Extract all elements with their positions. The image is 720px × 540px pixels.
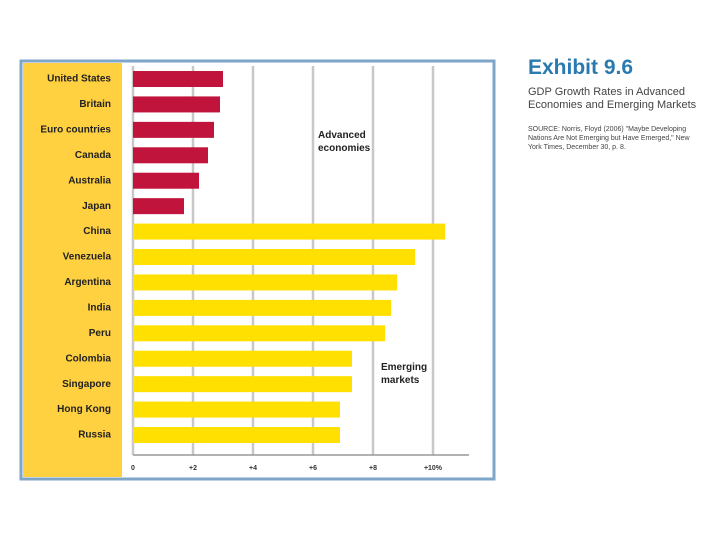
bar	[133, 401, 340, 418]
y-tick-label: Venezuela	[63, 252, 112, 263]
chart-subtitle: GDP Growth Rates in Advanced Economies a…	[528, 86, 697, 111]
y-tick-label: Russia	[78, 430, 111, 441]
y-tick-label: Argentina	[64, 277, 111, 288]
bar	[133, 249, 415, 266]
chart-title: Exhibit 9.6	[528, 56, 634, 79]
bar	[133, 350, 352, 367]
y-tick-label: Singapore	[62, 379, 111, 390]
annotation: Emerging markets	[381, 362, 428, 386]
y-tick-label: Euro countries	[40, 125, 111, 136]
x-tick-label: +4	[249, 465, 257, 472]
x-tick-label: 0	[131, 465, 135, 472]
y-tick-label: Hong Kong	[57, 404, 111, 415]
bar	[133, 427, 340, 444]
bar	[133, 325, 385, 342]
bar	[133, 96, 220, 113]
bar	[133, 172, 199, 189]
x-tick-label: +8	[369, 465, 377, 472]
bar	[133, 147, 208, 164]
bar	[133, 121, 214, 138]
y-tick-label: Australia	[68, 175, 111, 186]
y-tick-label: Britain	[79, 99, 111, 110]
bar	[133, 198, 184, 215]
y-tick-label: Colombia	[65, 353, 111, 364]
bar	[133, 376, 352, 393]
y-tick-label: Peru	[89, 328, 111, 339]
label-panel	[23, 63, 122, 477]
x-tick-label: +10%	[424, 465, 443, 472]
bar	[133, 223, 445, 240]
y-tick-label: United States	[47, 74, 111, 85]
source-note: SOURCE: Norris, Floyd (2006) "Maybe Deve…	[528, 126, 690, 151]
x-tick-label: +6	[309, 465, 317, 472]
y-tick-label: China	[83, 226, 111, 237]
y-tick-label: Japan	[82, 201, 111, 212]
y-tick-label: Canada	[75, 150, 112, 161]
bar	[133, 274, 397, 291]
bar	[133, 71, 223, 87]
bar	[133, 299, 391, 316]
annotation: Advanced economies	[318, 130, 371, 154]
x-tick-label: +2	[189, 465, 197, 472]
y-tick-label: India	[88, 303, 112, 314]
